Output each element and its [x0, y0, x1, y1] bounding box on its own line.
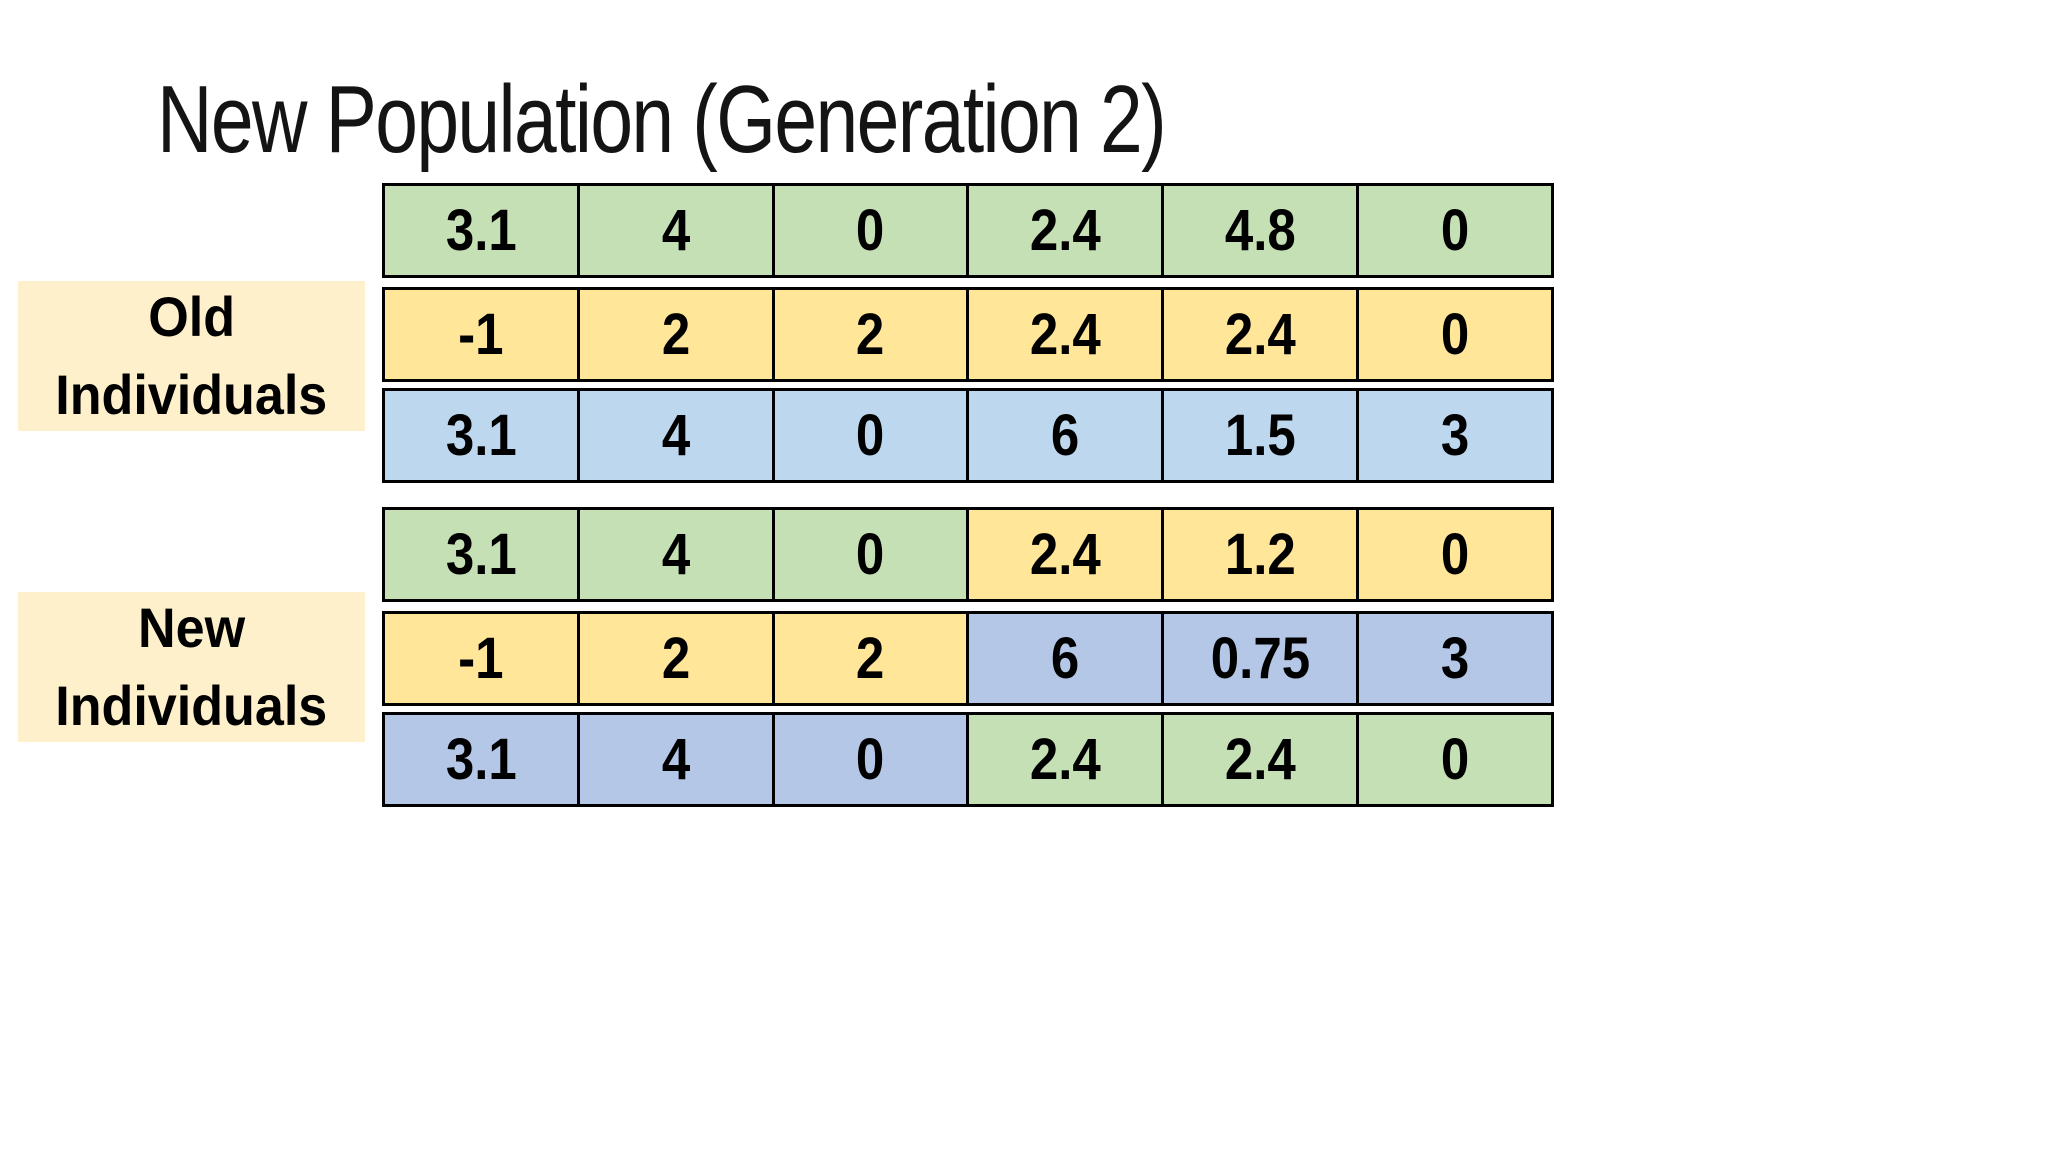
gene-value: 2.4	[1029, 522, 1101, 587]
slide-title: New Population (Generation 2)	[157, 66, 1167, 173]
old-individuals-label: Old Individuals	[18, 281, 365, 431]
gene-value: 3.1	[445, 198, 517, 263]
gene-cell: 3	[1356, 391, 1551, 480]
gene-value: 2.4	[1029, 198, 1101, 263]
old-individuals-label-line1: Old	[148, 285, 235, 348]
gene-value: 2	[856, 626, 885, 691]
gene-cell: 0	[771, 391, 967, 480]
gene-cell: 1.2	[1161, 510, 1357, 599]
new-individuals-label-line2: Individuals	[55, 674, 328, 737]
gene-value: 3.1	[445, 522, 517, 587]
new-individuals-label: New Individuals	[18, 592, 365, 742]
gene-cell: 0	[1356, 510, 1551, 599]
gene-cell: 4	[576, 510, 772, 599]
gene-value: 2	[856, 302, 885, 367]
gene-value: 6	[1051, 626, 1080, 691]
gene-cell: 4	[576, 715, 772, 804]
gene-cell: 0	[1356, 715, 1551, 804]
gene-cell: 1.5	[1161, 391, 1357, 480]
gene-cell: 4.8	[1161, 186, 1357, 275]
gene-value: 3	[1440, 626, 1470, 691]
gene-cell: 6	[966, 614, 1162, 703]
row-new-individual-2: -1 2 2 6 0.75 3	[382, 611, 1554, 706]
row-new-individual-3: 3.1 4 0 2.4 2.4 0	[382, 712, 1554, 807]
gene-value: 2.4	[1029, 727, 1101, 792]
gene-cell: 2.4	[966, 290, 1162, 379]
row-old-individual-1: 3.1 4 0 2.4 4.8 0	[382, 183, 1554, 278]
gene-value: 0	[856, 198, 885, 263]
gene-value: 4.8	[1224, 198, 1296, 263]
gene-value: 2	[661, 302, 690, 367]
gene-value: 3.1	[445, 727, 517, 792]
gene-cell: 0	[771, 510, 967, 599]
gene-cell: 4	[576, 186, 772, 275]
old-individuals-label-line2: Individuals	[55, 363, 328, 426]
gene-value: 0	[1440, 198, 1470, 263]
gene-value: 0	[856, 727, 885, 792]
gene-cell: 0	[771, 715, 967, 804]
gene-cell: 2.4	[966, 715, 1162, 804]
gene-value: -1	[458, 626, 504, 691]
gene-cell: 0	[1356, 186, 1551, 275]
gene-value: 2	[661, 626, 690, 691]
gene-value: 6	[1051, 403, 1080, 468]
gene-value: 0	[856, 522, 885, 587]
gene-cell: 2.4	[966, 186, 1162, 275]
gene-cell: 3.1	[385, 715, 577, 804]
gene-value: 4	[661, 522, 690, 587]
gene-cell: 3	[1356, 614, 1551, 703]
row-new-individual-1: 3.1 4 0 2.4 1.2 0	[382, 507, 1554, 602]
gene-value: 4	[661, 198, 690, 263]
gene-cell: -1	[385, 614, 577, 703]
gene-cell: 4	[576, 391, 772, 480]
gene-cell: 2	[771, 614, 967, 703]
gene-cell: -1	[385, 290, 577, 379]
gene-value: 2.4	[1224, 727, 1296, 792]
gene-value: 4	[661, 403, 690, 468]
gene-value: 0	[1440, 302, 1470, 367]
gene-cell: 3.1	[385, 391, 577, 480]
gene-cell: 2.4	[966, 510, 1162, 599]
gene-value: 3.1	[445, 403, 517, 468]
gene-value: 0.75	[1210, 626, 1310, 691]
gene-cell: 2	[771, 290, 967, 379]
gene-value: 2.4	[1029, 302, 1101, 367]
row-old-individual-3: 3.1 4 0 6 1.5 3	[382, 388, 1554, 483]
gene-value: 1.2	[1224, 522, 1296, 587]
gene-value: 2.4	[1224, 302, 1296, 367]
gene-value: 0	[1440, 522, 1470, 587]
gene-cell: 0	[1356, 290, 1551, 379]
gene-cell: 6	[966, 391, 1162, 480]
gene-value: 4	[661, 727, 690, 792]
gene-value: 0	[856, 403, 885, 468]
gene-cell: 2	[576, 290, 772, 379]
gene-value: 0	[1440, 727, 1470, 792]
gene-value: 1.5	[1224, 403, 1296, 468]
gene-value: 3	[1440, 403, 1470, 468]
gene-value: -1	[458, 302, 504, 367]
gene-cell: 2.4	[1161, 715, 1357, 804]
gene-cell: 3.1	[385, 510, 577, 599]
gene-cell: 0.75	[1161, 614, 1357, 703]
gene-cell: 3.1	[385, 186, 577, 275]
row-old-individual-2: -1 2 2 2.4 2.4 0	[382, 287, 1554, 382]
gene-cell: 2	[576, 614, 772, 703]
new-individuals-label-line1: New	[137, 596, 246, 659]
gene-cell: 2.4	[1161, 290, 1357, 379]
gene-cell: 0	[771, 186, 967, 275]
